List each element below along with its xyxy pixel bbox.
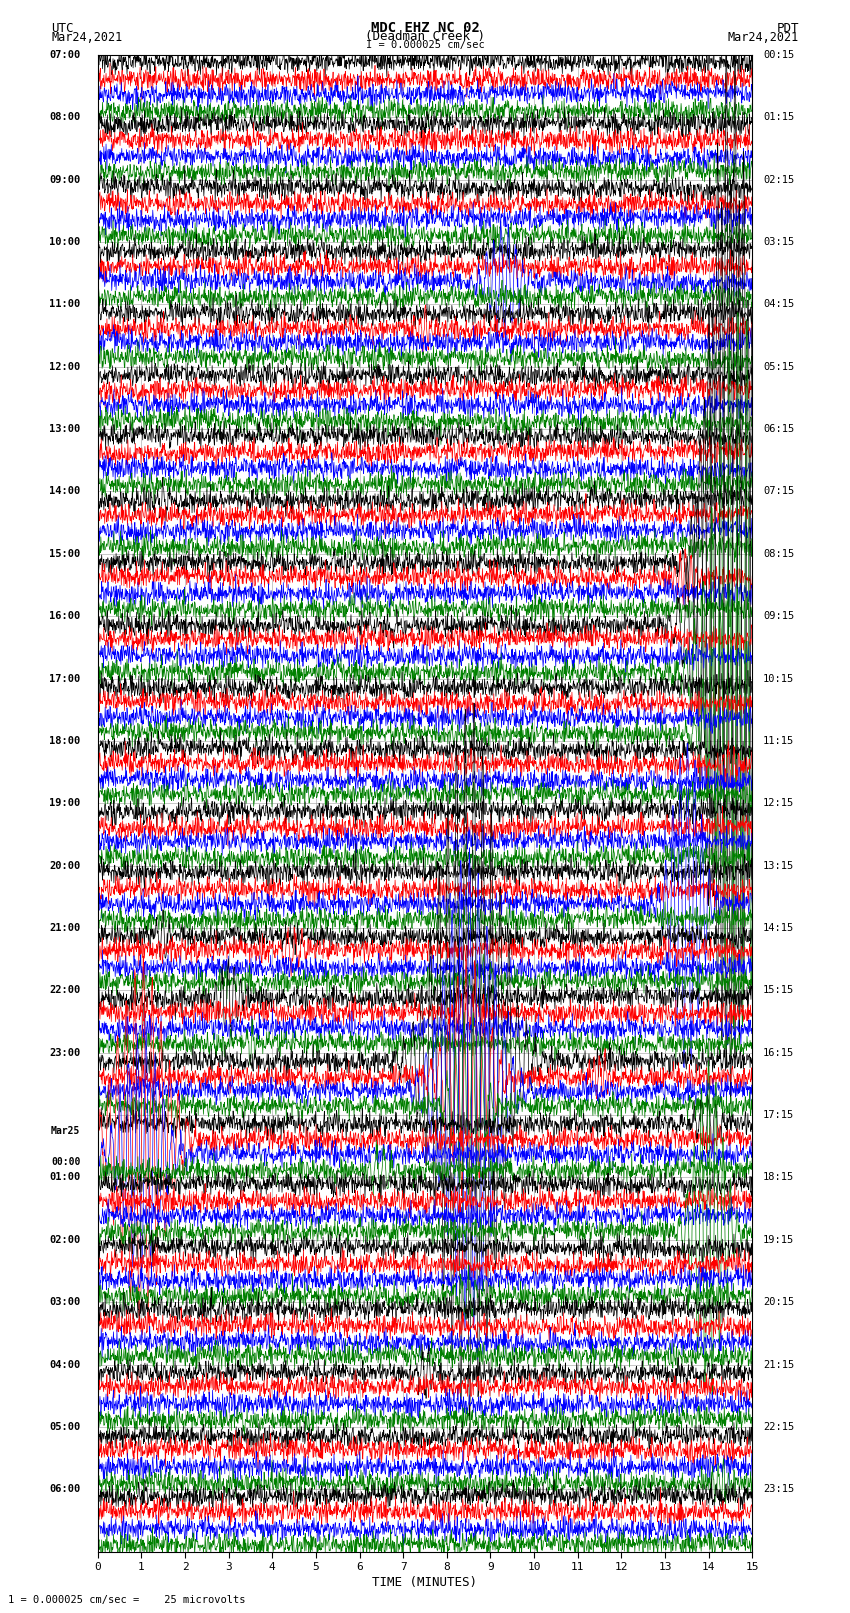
Text: 22:15: 22:15: [763, 1423, 795, 1432]
Text: 11:00: 11:00: [49, 300, 80, 310]
Text: 07:15: 07:15: [763, 487, 795, 497]
Text: Mar24,2021: Mar24,2021: [51, 31, 122, 44]
Text: 22:00: 22:00: [49, 986, 80, 995]
Text: 08:00: 08:00: [49, 113, 80, 123]
Text: 05:15: 05:15: [763, 361, 795, 371]
Text: 03:00: 03:00: [49, 1297, 80, 1307]
Text: 21:15: 21:15: [763, 1360, 795, 1369]
Text: (Deadman Creek ): (Deadman Creek ): [365, 29, 485, 44]
Text: 18:00: 18:00: [49, 736, 80, 745]
Text: 05:00: 05:00: [49, 1423, 80, 1432]
Text: 01:00: 01:00: [49, 1173, 80, 1182]
Text: UTC: UTC: [51, 21, 73, 35]
Text: 09:00: 09:00: [49, 174, 80, 184]
Text: 17:15: 17:15: [763, 1110, 795, 1119]
Text: I = 0.000025 cm/sec: I = 0.000025 cm/sec: [366, 40, 484, 50]
Text: 17:00: 17:00: [49, 674, 80, 684]
Text: 19:00: 19:00: [49, 798, 80, 808]
Text: 03:15: 03:15: [763, 237, 795, 247]
Text: 04:15: 04:15: [763, 300, 795, 310]
Text: MDC EHZ NC 02: MDC EHZ NC 02: [371, 21, 479, 35]
Text: 12:00: 12:00: [49, 361, 80, 371]
Text: 02:15: 02:15: [763, 174, 795, 184]
Text: 23:00: 23:00: [49, 1048, 80, 1058]
Text: 01:15: 01:15: [763, 113, 795, 123]
Text: 19:15: 19:15: [763, 1236, 795, 1245]
Text: PDT: PDT: [777, 21, 799, 35]
Text: 04:00: 04:00: [49, 1360, 80, 1369]
X-axis label: TIME (MINUTES): TIME (MINUTES): [372, 1576, 478, 1589]
Text: 16:00: 16:00: [49, 611, 80, 621]
Text: 13:00: 13:00: [49, 424, 80, 434]
Text: 16:15: 16:15: [763, 1048, 795, 1058]
Text: 21:00: 21:00: [49, 923, 80, 932]
Text: 00:00: 00:00: [51, 1157, 80, 1166]
Text: 18:15: 18:15: [763, 1173, 795, 1182]
Text: 12:15: 12:15: [763, 798, 795, 808]
Text: 15:15: 15:15: [763, 986, 795, 995]
Text: 06:00: 06:00: [49, 1484, 80, 1494]
Text: Mar24,2021: Mar24,2021: [728, 31, 799, 44]
Text: 14:00: 14:00: [49, 487, 80, 497]
Text: 15:00: 15:00: [49, 548, 80, 558]
Text: 11:15: 11:15: [763, 736, 795, 745]
Text: 02:00: 02:00: [49, 1236, 80, 1245]
Text: 00:15: 00:15: [763, 50, 795, 60]
Text: Mar25: Mar25: [51, 1126, 80, 1136]
Text: 1 = 0.000025 cm/sec =    25 microvolts: 1 = 0.000025 cm/sec = 25 microvolts: [8, 1595, 246, 1605]
Text: 06:15: 06:15: [763, 424, 795, 434]
Text: 23:15: 23:15: [763, 1484, 795, 1494]
Text: 20:15: 20:15: [763, 1297, 795, 1307]
Text: 20:00: 20:00: [49, 861, 80, 871]
Text: 13:15: 13:15: [763, 861, 795, 871]
Text: 08:15: 08:15: [763, 548, 795, 558]
Text: 07:00: 07:00: [49, 50, 80, 60]
Text: 10:15: 10:15: [763, 674, 795, 684]
Text: 14:15: 14:15: [763, 923, 795, 932]
Text: 10:00: 10:00: [49, 237, 80, 247]
Text: 09:15: 09:15: [763, 611, 795, 621]
